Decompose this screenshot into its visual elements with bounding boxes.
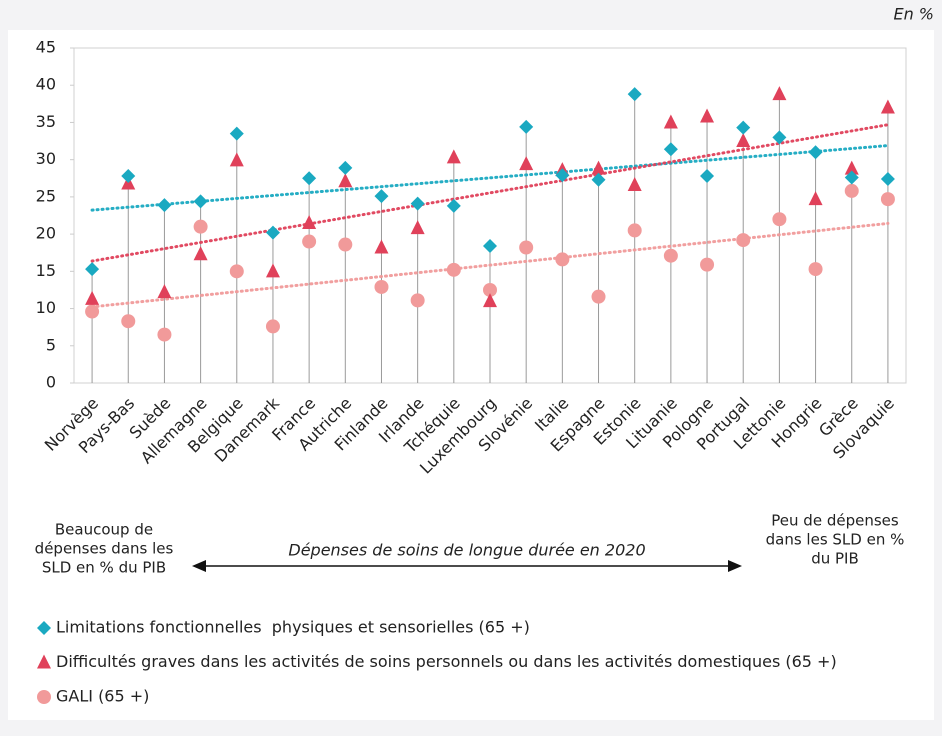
triangle-marker — [410, 220, 425, 235]
triangle-marker — [808, 191, 823, 206]
circle-marker — [85, 304, 100, 319]
diamond-marker — [627, 87, 642, 102]
diamond-marker — [157, 198, 172, 213]
triangle-marker — [844, 160, 859, 175]
annotation-right: Peu de dépenses — [771, 512, 899, 530]
triangle-marker — [37, 654, 51, 669]
circle-marker — [229, 264, 244, 279]
diamond-marker — [410, 196, 425, 211]
circle-marker — [700, 257, 715, 272]
triangle-marker — [483, 293, 497, 308]
y-tick-label: 5 — [46, 335, 56, 354]
triangle-marker — [446, 149, 461, 164]
diamond-marker — [229, 126, 244, 141]
y-tick-label: 15 — [36, 261, 56, 280]
triangle-marker — [663, 114, 678, 129]
diamond-marker — [338, 160, 353, 175]
triangle-marker — [880, 99, 895, 114]
diamond-marker — [772, 130, 787, 145]
diamond-marker — [519, 119, 534, 134]
legend-label: Difficultés graves dans les activités de… — [56, 652, 837, 671]
y-tick-label: 30 — [36, 149, 56, 168]
triangle-marker — [591, 160, 606, 175]
arrow-head-left — [192, 560, 206, 572]
arrow-label: Dépenses de soins de longue durée en 202… — [288, 541, 645, 560]
y-tick-label: 40 — [36, 75, 56, 94]
diamond-marker — [880, 172, 895, 187]
circle-marker — [627, 223, 642, 238]
diamond-marker — [736, 120, 751, 135]
circle-marker — [302, 234, 317, 249]
circle-marker — [555, 252, 570, 267]
circle-marker — [808, 262, 823, 277]
annotation-left: dépenses dans les — [35, 540, 174, 558]
arrow-head-right — [728, 560, 742, 572]
y-tick-label: 35 — [36, 112, 56, 131]
triangle-marker — [519, 156, 534, 171]
triangle-marker — [265, 263, 280, 278]
diamond-marker — [193, 194, 208, 209]
circle-marker — [193, 219, 208, 234]
diamond-marker — [663, 142, 678, 157]
unit-label: En % — [893, 5, 934, 24]
circle-marker — [121, 314, 136, 329]
diamond-marker — [483, 239, 497, 254]
annotation-left: Beaucoup de — [55, 521, 153, 539]
circle-marker — [736, 233, 751, 248]
trend-line — [90, 144, 890, 212]
circle-marker — [37, 690, 51, 704]
circle-marker — [410, 293, 425, 308]
triangle-marker — [193, 246, 208, 261]
trend-line — [90, 123, 890, 263]
diamond-marker — [85, 262, 100, 277]
annotation-right: du PIB — [811, 550, 859, 568]
y-tick-label: 25 — [36, 186, 56, 205]
circle-marker — [844, 183, 859, 198]
circle-marker — [374, 279, 389, 294]
circle-marker — [446, 262, 461, 277]
circle-marker — [265, 319, 280, 334]
chart-background — [8, 30, 934, 720]
circle-marker — [519, 240, 534, 255]
triangle-marker — [700, 108, 715, 123]
circle-marker — [772, 212, 787, 227]
circle-marker — [880, 192, 895, 207]
triangle-marker — [229, 152, 244, 167]
trend-line — [90, 221, 890, 309]
y-tick-label: 10 — [36, 298, 56, 317]
y-tick-label: 20 — [36, 224, 56, 243]
diamond-marker — [591, 172, 606, 187]
triangle-marker — [627, 176, 642, 191]
y-tick-label: 0 — [46, 373, 56, 392]
annotation-left: SLD en % du PIB — [42, 559, 166, 577]
legend-label: Limitations fonctionnelles physiques et … — [56, 618, 530, 637]
diamond-marker — [446, 198, 461, 213]
circle-marker — [338, 237, 353, 252]
triangle-marker — [772, 86, 787, 101]
circle-marker — [663, 248, 678, 263]
diamond-marker — [808, 145, 823, 160]
triangle-marker — [85, 290, 100, 305]
diamond-marker — [700, 169, 715, 184]
diamond-marker — [37, 621, 51, 635]
triangle-marker — [157, 284, 172, 299]
annotation-right: dans les SLD en % — [766, 531, 905, 549]
circle-marker — [591, 289, 606, 304]
triangle-marker — [736, 133, 751, 148]
diamond-marker — [302, 171, 317, 186]
diamond-marker — [844, 170, 859, 185]
diamond-marker — [374, 189, 389, 204]
triangle-marker — [302, 214, 317, 229]
diamond-marker — [265, 225, 280, 240]
y-tick-label: 45 — [36, 38, 56, 57]
diamond-marker — [555, 168, 570, 183]
circle-marker — [157, 327, 172, 342]
legend-label: GALI (65 +) — [56, 687, 149, 706]
circle-marker — [483, 282, 497, 297]
triangle-marker — [338, 173, 353, 188]
triangle-marker — [374, 239, 389, 254]
diamond-marker — [121, 169, 136, 184]
